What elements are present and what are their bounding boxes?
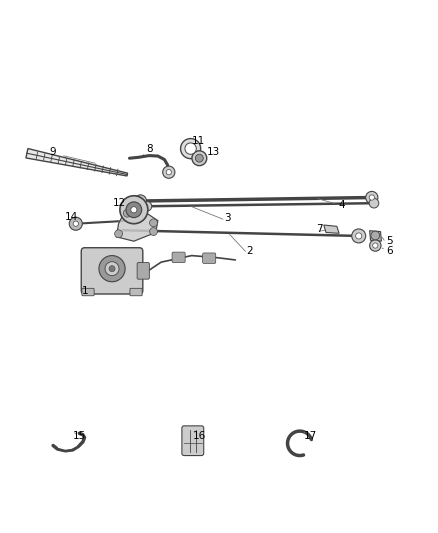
Polygon shape [324, 225, 339, 233]
Text: 3: 3 [224, 214, 231, 223]
FancyBboxPatch shape [172, 252, 185, 263]
Polygon shape [370, 231, 381, 241]
Text: 7: 7 [316, 224, 323, 235]
Circle shape [352, 229, 366, 243]
Circle shape [142, 201, 152, 211]
Circle shape [369, 198, 379, 208]
Text: 15: 15 [73, 431, 86, 441]
Text: 5: 5 [386, 236, 392, 246]
Circle shape [131, 207, 137, 213]
FancyBboxPatch shape [203, 253, 216, 263]
Circle shape [373, 243, 378, 248]
Text: 11: 11 [192, 136, 205, 146]
Circle shape [134, 195, 147, 207]
Text: 9: 9 [50, 147, 57, 157]
Circle shape [150, 228, 157, 236]
Circle shape [192, 151, 207, 166]
Circle shape [109, 265, 115, 272]
Circle shape [73, 221, 78, 227]
FancyBboxPatch shape [82, 288, 94, 296]
Polygon shape [117, 211, 158, 241]
Text: 17: 17 [304, 431, 317, 441]
Text: 12: 12 [113, 198, 126, 208]
Text: 2: 2 [246, 246, 253, 256]
Text: 6: 6 [386, 246, 392, 256]
Circle shape [180, 139, 201, 159]
Circle shape [105, 262, 119, 276]
Circle shape [124, 209, 131, 217]
Circle shape [162, 166, 175, 179]
Circle shape [370, 240, 381, 251]
FancyBboxPatch shape [130, 288, 142, 296]
Circle shape [115, 230, 123, 238]
Circle shape [126, 202, 142, 217]
FancyBboxPatch shape [182, 426, 204, 456]
Circle shape [69, 217, 82, 230]
FancyBboxPatch shape [137, 263, 149, 279]
Circle shape [369, 195, 374, 200]
Circle shape [99, 256, 125, 282]
Circle shape [120, 196, 148, 224]
Text: 8: 8 [146, 144, 152, 155]
Circle shape [356, 233, 362, 239]
Circle shape [166, 169, 171, 175]
Circle shape [366, 191, 378, 204]
Text: 1: 1 [81, 286, 88, 295]
Text: 14: 14 [65, 212, 78, 222]
Text: 16: 16 [193, 431, 206, 441]
Text: 4: 4 [338, 200, 345, 211]
Polygon shape [26, 149, 127, 176]
FancyBboxPatch shape [81, 248, 143, 294]
Circle shape [138, 198, 143, 204]
Circle shape [185, 143, 196, 154]
Text: 13: 13 [207, 147, 220, 157]
Circle shape [195, 154, 203, 162]
Circle shape [150, 219, 157, 227]
Circle shape [371, 231, 380, 240]
